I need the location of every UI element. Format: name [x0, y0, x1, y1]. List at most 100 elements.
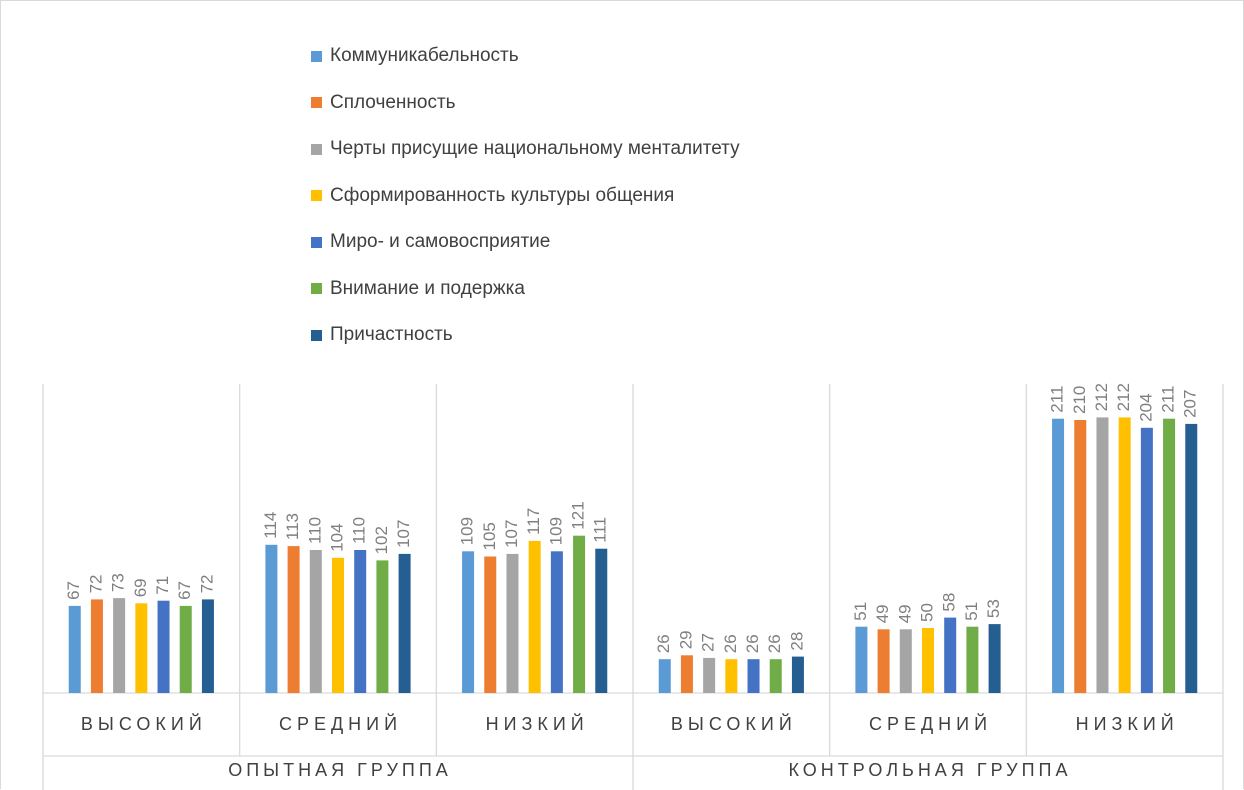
- legend-swatch: [311, 50, 322, 62]
- legend-swatch: [311, 143, 322, 155]
- legend-label: Черты присущие национальному менталитету: [330, 138, 740, 160]
- data-label: 51: [851, 602, 870, 621]
- bar: [1185, 423, 1198, 693]
- legend-item: Сплоченность: [311, 80, 740, 127]
- data-label: 49: [895, 604, 914, 623]
- legend-swatch: [311, 236, 322, 248]
- data-label: 50: [917, 603, 936, 622]
- bar: [68, 605, 81, 693]
- data-label: 211: [1159, 386, 1178, 413]
- legend-label: Миро- и самовосприятие: [330, 231, 551, 253]
- bar: [354, 550, 367, 693]
- bar: [658, 659, 671, 693]
- data-label: 110: [350, 517, 369, 544]
- legend-item: Сформированность культуры общения: [311, 173, 740, 220]
- bar: [135, 603, 148, 693]
- data-label: 207: [1181, 390, 1200, 418]
- legend-swatch: [311, 190, 322, 202]
- bar: [1140, 427, 1153, 693]
- data-label: 26: [743, 634, 762, 653]
- bar: [988, 624, 1001, 693]
- bar: [528, 540, 541, 693]
- bar: [1074, 420, 1087, 693]
- bar: [855, 626, 868, 693]
- bar: [1096, 417, 1109, 693]
- data-label: 212: [1092, 383, 1111, 411]
- bar: [506, 553, 519, 693]
- category-label: ВЫСОКИЙ: [671, 713, 797, 734]
- chart-legend: Коммуникабельность Сплоченность Черты прис…: [311, 33, 740, 359]
- data-label: 204: [1136, 393, 1155, 421]
- data-label: 67: [175, 581, 194, 600]
- data-label: 111: [591, 517, 610, 543]
- bar: [309, 550, 322, 693]
- legend-swatch: [311, 97, 322, 109]
- data-label: 53: [984, 599, 1003, 618]
- data-label: 113: [283, 513, 302, 540]
- bar: [201, 599, 214, 693]
- legend-item: Коммуникабельность: [311, 33, 740, 80]
- bar: [922, 628, 934, 693]
- data-label: 69: [131, 578, 150, 597]
- bar: [1052, 418, 1065, 693]
- legend-swatch: [311, 283, 322, 295]
- data-label: 212: [1114, 383, 1133, 411]
- data-label: 109: [458, 517, 477, 545]
- bar: [462, 551, 475, 693]
- data-label: 26: [721, 634, 740, 653]
- data-label: 67: [64, 581, 83, 600]
- bar: [966, 626, 979, 693]
- data-label: 102: [372, 526, 391, 554]
- bar: [287, 546, 300, 693]
- bar: [573, 535, 586, 693]
- data-label: 210: [1070, 386, 1089, 414]
- bar: [376, 560, 389, 693]
- data-label: 109: [546, 517, 565, 545]
- bar: [747, 659, 760, 693]
- bar: [90, 599, 103, 693]
- category-label: НИЗКИЙ: [486, 713, 589, 734]
- bar: [595, 548, 608, 693]
- data-label: 51: [962, 602, 981, 621]
- bar: [179, 605, 192, 693]
- bar: [680, 655, 693, 693]
- category-label: ВЫСОКИЙ: [81, 713, 207, 734]
- legend-label: Сформированность культуры общения: [330, 184, 675, 206]
- data-label: 121: [569, 501, 588, 529]
- data-label: 49: [873, 604, 892, 623]
- legend-swatch: [311, 329, 322, 341]
- category-label: НИЗКИЙ: [1076, 713, 1179, 734]
- group-label: ОПЫТНАЯ ГРУППА: [228, 760, 452, 780]
- bar: [899, 629, 912, 693]
- bar: [398, 553, 411, 693]
- data-label: 107: [394, 520, 413, 548]
- legend-label: Сплоченность: [330, 91, 456, 113]
- data-label: 114: [261, 512, 280, 539]
- data-label: 26: [654, 634, 673, 653]
- data-label: 211: [1048, 386, 1067, 413]
- data-label: 105: [480, 522, 499, 550]
- data-label: 117: [524, 508, 543, 535]
- data-label: 73: [109, 573, 128, 592]
- data-label: 72: [86, 574, 105, 593]
- bar: [1163, 418, 1176, 693]
- bar: [265, 544, 278, 693]
- data-label: 28: [787, 632, 806, 651]
- legend-item: Черты присущие национальному менталитету: [311, 126, 740, 173]
- data-label: 29: [676, 630, 695, 649]
- category-label: СРЕДНИЙ: [869, 713, 992, 734]
- data-label: 58: [940, 593, 959, 612]
- legend-item: Причастность: [311, 312, 740, 359]
- bar: [550, 551, 563, 693]
- bar: [725, 659, 738, 693]
- bar: [769, 659, 782, 693]
- bar: [113, 598, 126, 693]
- group-label: КОНТРОЛЬНАЯ ГРУППА: [789, 760, 1072, 780]
- bar: [944, 617, 957, 693]
- data-label: 104: [327, 523, 346, 551]
- data-label: 110: [305, 517, 324, 544]
- legend-label: Причастность: [330, 324, 453, 346]
- data-label: 71: [153, 576, 172, 595]
